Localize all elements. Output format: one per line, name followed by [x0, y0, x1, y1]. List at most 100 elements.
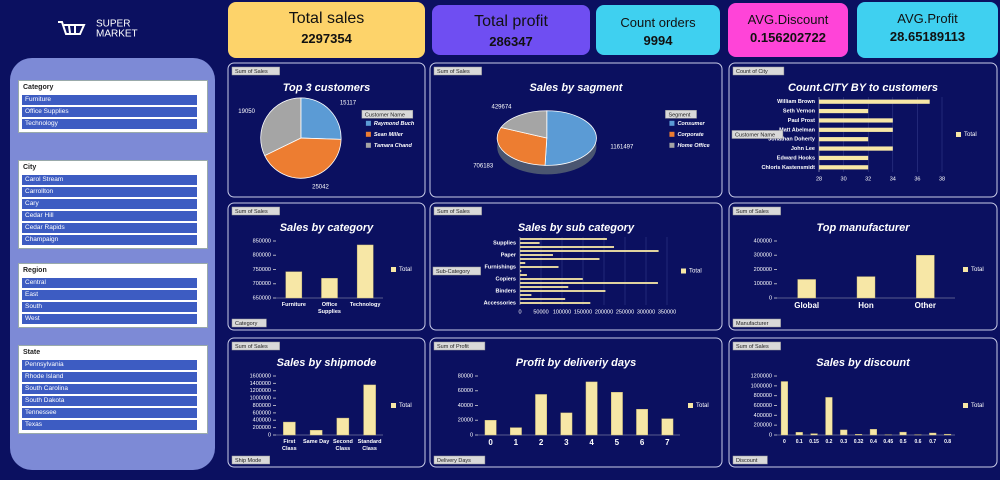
- bar: [856, 276, 876, 299]
- field-button[interactable]: [732, 66, 785, 76]
- x-tick-label: Same Day: [302, 439, 330, 445]
- bar: [520, 270, 522, 272]
- field-button-label[interactable]: Sum of Profit: [437, 344, 469, 350]
- chart-panel: [429, 202, 723, 331]
- y-tick-label: Accessories: [484, 300, 516, 306]
- field-button-label[interactable]: Segment: [668, 112, 690, 118]
- field-button-label[interactable]: Sum of Sales: [235, 344, 268, 350]
- field-button[interactable]: [433, 455, 486, 465]
- kpi-label: AVG.Profit: [897, 11, 958, 26]
- slicer-item[interactable]: South Carolina: [22, 384, 197, 394]
- slicer-item[interactable]: Pennsylvania: [22, 360, 197, 370]
- field-button[interactable]: [231, 206, 280, 216]
- field-button[interactable]: [732, 206, 781, 216]
- legend-swatch: [365, 142, 371, 148]
- x-tick-label: Other: [914, 301, 936, 310]
- slicer-item[interactable]: Champaign: [22, 235, 197, 245]
- legend-swatch: [669, 142, 675, 148]
- field-button-label[interactable]: Sum of Sales: [736, 344, 769, 350]
- slicer-item[interactable]: South: [22, 302, 197, 312]
- field-button-label[interactable]: Sub-Category: [436, 269, 470, 275]
- chart-title: Count.CITY BY to customers: [788, 82, 938, 94]
- field-button[interactable]: [732, 341, 781, 351]
- field-button[interactable]: [433, 341, 486, 351]
- y-tick-label: 200000: [754, 423, 772, 429]
- field-button[interactable]: [731, 130, 784, 139]
- bar: [780, 381, 788, 436]
- field-button[interactable]: [231, 341, 280, 351]
- slicer-item[interactable]: Tennessee: [22, 408, 197, 418]
- y-tick-label: 20000: [458, 418, 473, 424]
- bar: [819, 108, 869, 114]
- bar: [819, 146, 893, 151]
- y-tick-label: 0: [268, 432, 271, 438]
- field-button-label[interactable]: Delivery Days: [437, 458, 471, 464]
- slicer-item[interactable]: South Dakota: [22, 396, 197, 406]
- field-button-label[interactable]: Sum of Sales: [437, 209, 470, 215]
- slicer-item[interactable]: Cedar Rapids: [22, 223, 197, 233]
- field-button-label[interactable]: Sum of Sales: [235, 209, 268, 215]
- y-tick-label: Jonathan Doherty: [768, 137, 816, 143]
- slicer-item[interactable]: West: [22, 314, 197, 324]
- bar: [899, 431, 907, 436]
- slicer-item[interactable]: Cary: [22, 199, 197, 209]
- x-tick-label: 2: [538, 438, 544, 447]
- slicer-spacer: [19, 245, 207, 248]
- bar: [520, 254, 553, 256]
- y-tick-label: 1000000: [751, 383, 772, 389]
- field-button[interactable]: [433, 66, 482, 76]
- x-tick-label: Global: [794, 301, 820, 310]
- field-button-label[interactable]: Count of City: [736, 69, 768, 75]
- x-tick-label: Office Supplies: [318, 302, 341, 315]
- field-button-label[interactable]: Sum of Sales: [235, 69, 268, 75]
- slicer-item[interactable]: East: [22, 290, 197, 300]
- x-tick-label: 150000: [574, 309, 592, 315]
- y-tick-label: Chloris Kastensmidt: [762, 165, 816, 171]
- slicer-item[interactable]: Carol Stream: [22, 175, 197, 185]
- slicer-item[interactable]: Cedar Hill: [22, 211, 197, 221]
- field-button[interactable]: [231, 318, 267, 328]
- x-tick-label: 6: [639, 438, 645, 447]
- field-button-label[interactable]: Customer Name: [735, 132, 775, 138]
- legend-label: Total: [399, 267, 412, 273]
- chart-title: Profit by deliveriy days: [516, 357, 636, 369]
- y-tick-label: Binders: [496, 288, 516, 294]
- field-button-label[interactable]: Customer Name: [365, 112, 405, 118]
- field-button-label[interactable]: Ship Mode: [235, 458, 261, 464]
- slicer-item[interactable]: Rhode Island: [22, 372, 197, 382]
- legend-label: Corporate: [677, 132, 703, 138]
- legend-label: Consumer: [677, 121, 705, 127]
- slicer-item[interactable]: Carrollton: [22, 187, 197, 197]
- legend-label: Sean Miller: [374, 132, 404, 138]
- chart-title: Top 3 customers: [283, 82, 371, 94]
- data-label: 429674: [491, 105, 512, 111]
- bar: [819, 99, 930, 104]
- x-tick-label: Technology: [349, 302, 381, 308]
- slicer-item[interactable]: Furniture: [22, 95, 197, 105]
- pie-slice: [264, 137, 342, 179]
- field-button[interactable]: [231, 455, 270, 465]
- field-button-label[interactable]: Category: [235, 321, 258, 327]
- slicer-item[interactable]: Texas: [22, 420, 197, 430]
- field-button-label[interactable]: Sum of Sales: [736, 209, 769, 215]
- field-button-label[interactable]: Sum of Sales: [437, 69, 470, 75]
- field-button-label[interactable]: Manufacturer: [736, 321, 769, 327]
- field-button[interactable]: [665, 110, 697, 119]
- y-tick-label: 0: [470, 432, 473, 438]
- field-button[interactable]: [432, 266, 481, 276]
- x-tick-label: 0.6: [914, 439, 922, 445]
- chart-title: Sales by sub category: [518, 222, 635, 234]
- x-tick-label: 0: [518, 309, 521, 315]
- field-button[interactable]: [433, 206, 482, 216]
- slicer-item[interactable]: Central: [22, 278, 197, 288]
- y-tick-label: 60000: [458, 388, 473, 394]
- slicer-item[interactable]: Technology: [22, 119, 197, 129]
- field-button[interactable]: [732, 318, 781, 328]
- logo-text: MARKET: [96, 29, 138, 40]
- legend-swatch: [681, 268, 686, 274]
- field-button-label[interactable]: Discount: [736, 458, 758, 464]
- field-button[interactable]: [361, 110, 414, 119]
- field-button[interactable]: [732, 455, 768, 465]
- slicer-item[interactable]: Office Supplies: [22, 107, 197, 117]
- field-button[interactable]: [231, 66, 280, 76]
